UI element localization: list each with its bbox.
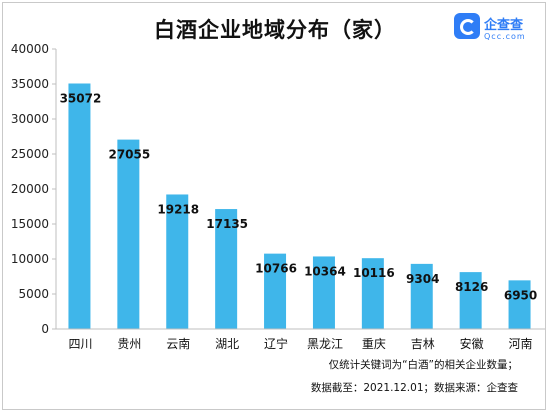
- y-tick-label: 40000: [11, 42, 49, 56]
- bar-value-label: 10766: [255, 262, 297, 276]
- x-tick-label: 安徽: [460, 336, 484, 351]
- value-labels-group: 35072 27055 19218 17135 10766 10364 10116 9304 8…: [60, 91, 538, 302]
- qcc-logo-icon: [454, 13, 480, 39]
- bar-value-label: 19218: [157, 202, 199, 216]
- logo-url: Qcc.com: [484, 32, 526, 41]
- x-tick-label: 四川: [68, 337, 92, 351]
- chart-frame: [2, 2, 546, 410]
- bar: [312, 256, 335, 329]
- x-tick-label: 辽宁: [264, 336, 288, 351]
- x-tick-label: 湖北: [215, 336, 239, 351]
- bars-group: [68, 83, 531, 329]
- y-tick-label: 15000: [11, 217, 49, 231]
- y-tick-label: 10000: [11, 252, 49, 266]
- bar-value-label: 6950: [504, 288, 537, 302]
- bar: [215, 209, 238, 329]
- y-axis: 0 5000 10000 15000 20000 25000 30000 35000 40000: [11, 42, 57, 336]
- bar: [68, 83, 91, 329]
- bar-value-label: 35072: [60, 91, 102, 105]
- y-tick-label: 35000: [11, 77, 49, 91]
- x-tick-label: 贵州: [117, 337, 141, 351]
- y-tick-label: 25000: [11, 147, 49, 161]
- y-tick-label: 20000: [11, 182, 49, 196]
- bar-value-label: 10116: [353, 266, 395, 280]
- x-axis: 四川 贵州 云南 湖北 辽宁 黑龙江 重庆 吉林 安徽 河南: [56, 328, 545, 351]
- y-tick-label: 5000: [18, 287, 49, 301]
- x-tick-label: 河南: [509, 336, 533, 351]
- bar-value-label: 10364: [304, 264, 346, 278]
- x-tick-label: 云南: [166, 336, 190, 351]
- chart-title: 白酒企业地域分布（家）: [154, 18, 396, 42]
- x-tick-label: 吉林: [411, 337, 435, 351]
- brand-logo: 企查查 Qcc.com: [454, 10, 548, 50]
- bar-value-label: 8126: [455, 280, 488, 294]
- logo-name: 企查查: [484, 18, 524, 33]
- bar: [410, 263, 433, 329]
- bar-value-label: 17135: [206, 217, 248, 231]
- x-tick-label: 重庆: [362, 337, 386, 351]
- y-tick-label: 0: [41, 322, 49, 336]
- bar: [459, 272, 482, 329]
- x-tick-label: 黑龙江: [307, 337, 343, 351]
- bar-value-label: 9304: [406, 272, 439, 286]
- bar: [166, 194, 189, 329]
- bar: [361, 258, 384, 329]
- bar: [508, 280, 531, 329]
- bar-value-label: 27055: [108, 148, 150, 162]
- footnote-source: 数据截至：2021.12.01；数据来源：企查查: [310, 382, 518, 394]
- y-tick-label: 30000: [11, 112, 49, 126]
- bar: [264, 253, 287, 329]
- footnote-scope: 仅统计关键词为“白酒”的相关企业数量；: [328, 359, 518, 371]
- bar: [117, 139, 140, 329]
